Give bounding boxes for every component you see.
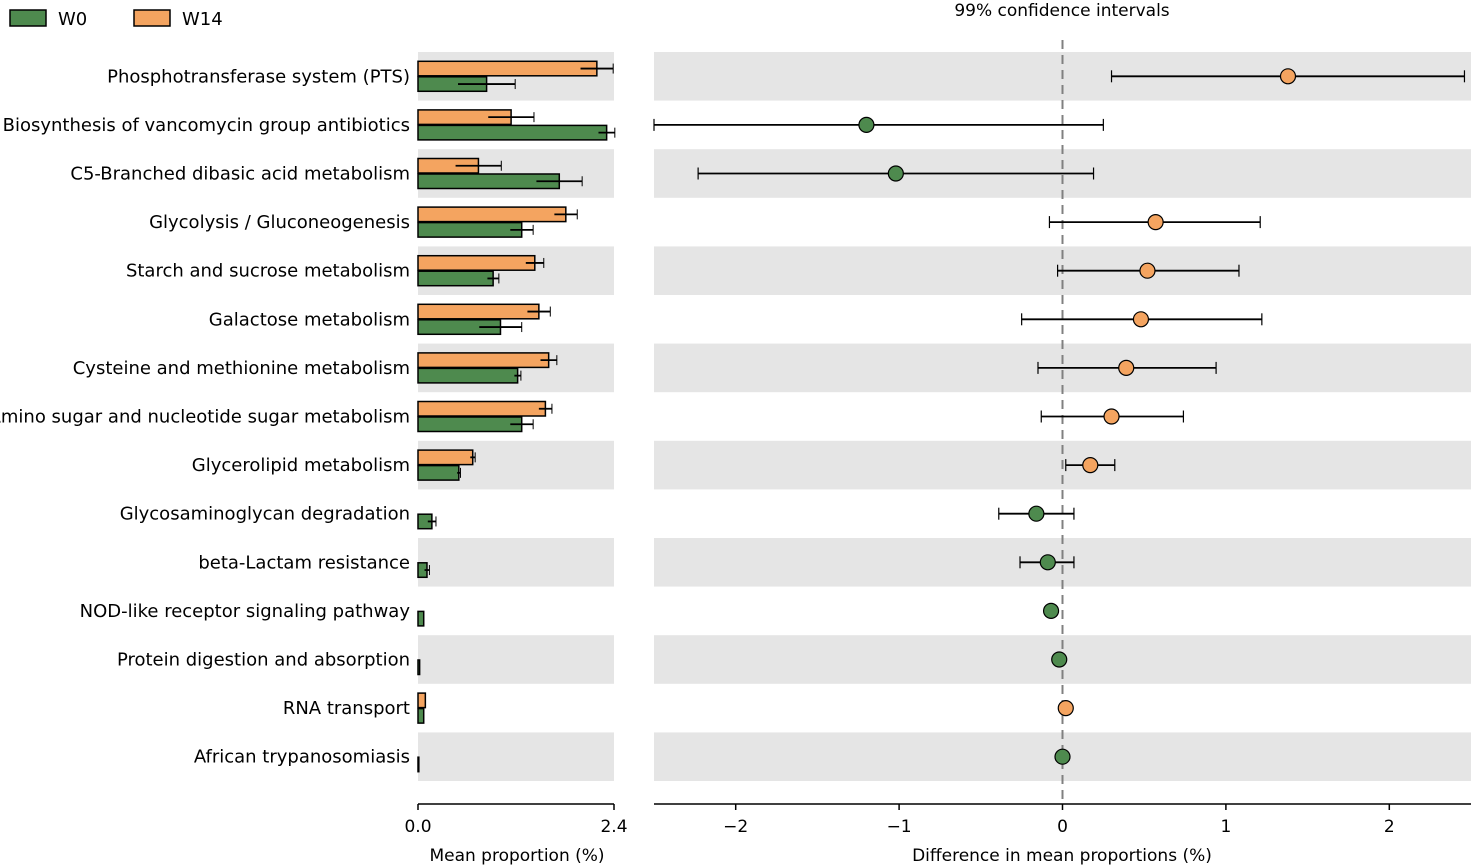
bar-w14 xyxy=(417,400,547,417)
bar-w14 xyxy=(417,60,598,77)
ci-point-w14 xyxy=(1118,359,1135,376)
legend-swatch-w14 xyxy=(133,9,171,27)
bar-panel xyxy=(417,60,616,773)
ci-point-w14 xyxy=(1279,68,1297,85)
bar-w14 xyxy=(417,254,536,271)
ci-x-tick-label: −2 xyxy=(723,817,748,837)
category-label: C5-Branched dibasic acid metabolism xyxy=(70,164,410,185)
ci-point-w0 xyxy=(1051,651,1068,668)
category-label: NOD-like receptor signaling pathway xyxy=(80,601,411,622)
category-label: Galactose metabolism xyxy=(209,309,410,330)
legend-label-w0: W0 xyxy=(58,9,87,30)
category-label: Starch and sucrose metabolism xyxy=(126,261,410,282)
legend: W0 W14 xyxy=(9,9,223,30)
bar-w14 xyxy=(417,449,474,466)
category-label: beta-Lactam resistance xyxy=(198,552,410,573)
bar-row-band xyxy=(418,635,614,684)
bar-w14 xyxy=(417,352,550,369)
bar-w0 xyxy=(417,270,494,287)
legend-swatch-w0 xyxy=(9,9,47,27)
ci-point-w0 xyxy=(858,116,875,134)
bar-w0 xyxy=(417,464,460,481)
ci-x-tick-label: −1 xyxy=(887,817,912,837)
row-bands xyxy=(418,52,1471,781)
legend-label-w14: W14 xyxy=(182,9,223,30)
bar-w0 xyxy=(417,659,421,676)
bar-x-tick-label: 0.0 xyxy=(404,817,431,837)
bar-w14 xyxy=(417,303,540,320)
bar-row-band xyxy=(418,538,614,587)
axes: 0.0 2.4 −2 −1 0 1 2 xyxy=(404,803,1471,837)
category-labels: Phosphotransferase system (PTS) Biosynthe… xyxy=(0,66,410,767)
ci-x-tick-label: 0 xyxy=(1057,817,1068,837)
ci-point-w14 xyxy=(1139,262,1156,279)
bar-w0 xyxy=(417,221,523,238)
ci-point-w14 xyxy=(1103,408,1120,425)
category-label: Glycosaminoglycan degradation xyxy=(120,504,410,525)
bar-w0 xyxy=(417,610,425,627)
ci-point-w0 xyxy=(1028,505,1045,522)
category-label: Phosphotransferase system (PTS) xyxy=(107,66,410,87)
category-label: African trypanosomiasis xyxy=(194,747,410,768)
ci-title: 99% confidence intervals xyxy=(954,1,1169,21)
bar-w0 xyxy=(417,756,420,773)
category-label: Protein digestion and absorption xyxy=(117,650,410,671)
ci-point-w14 xyxy=(1057,699,1074,717)
ci-point-w0 xyxy=(1039,554,1056,571)
bar-w0 xyxy=(417,416,523,433)
category-label: Glycerolipid metabolism xyxy=(192,455,410,476)
ci-point-w0 xyxy=(1054,748,1071,765)
category-label: RNA transport xyxy=(283,698,410,719)
bar-w0 xyxy=(417,707,425,724)
category-label: Amino sugar and nucleotide sugar metabol… xyxy=(0,407,410,428)
bar-row-band xyxy=(418,732,614,781)
ci-point-w14 xyxy=(1147,214,1164,231)
bar-w14 xyxy=(417,206,567,223)
ci-point-w14 xyxy=(1082,457,1099,474)
ci-x-tick-label: 2 xyxy=(1384,817,1395,837)
ci-x-axis-title: Difference in mean proportions (%) xyxy=(912,846,1212,866)
category-label: Cysteine and methionine metabolism xyxy=(73,358,410,379)
bar-x-axis-title: Mean proportion (%) xyxy=(429,846,604,866)
ci-point-w14 xyxy=(1132,311,1150,328)
ci-x-tick-label: 1 xyxy=(1220,817,1231,837)
bar-w14 xyxy=(417,692,427,709)
ci-point-w0 xyxy=(887,165,904,182)
ci-point-w0 xyxy=(1042,602,1060,620)
category-label: Glycolysis / Gluconeogenesis xyxy=(149,212,410,233)
bar-x-tick-label: 2.4 xyxy=(600,817,627,837)
bar-w0 xyxy=(417,367,519,384)
bar-w0 xyxy=(417,124,608,141)
ci-panel xyxy=(653,40,1466,804)
category-label: Biosynthesis of vancomycin group antibio… xyxy=(3,115,410,136)
